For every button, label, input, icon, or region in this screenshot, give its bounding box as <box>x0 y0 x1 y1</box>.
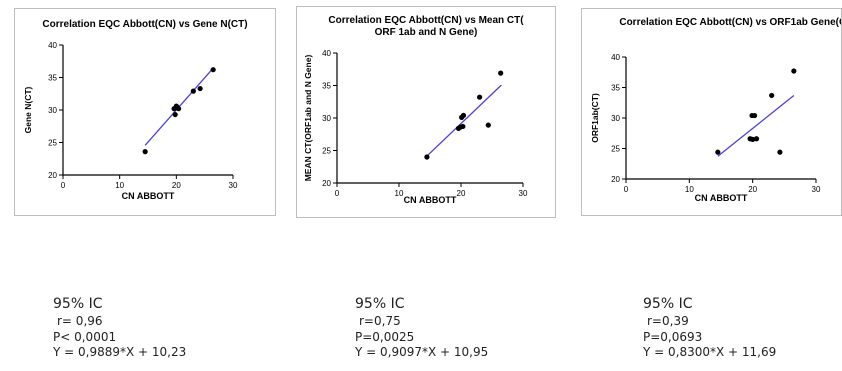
stats-equation: Y = 0,9889*X + 10,23 <box>53 345 187 359</box>
y-tick-label: 20 <box>611 175 620 184</box>
x-tick-label: 30 <box>229 181 238 190</box>
stats-block-2: 95% IC r=0,75 P=0,0025 Y = 0,9097*X + 10… <box>355 294 488 361</box>
stats-p-value: P=0,0693 <box>643 329 703 344</box>
stats-r-value: r=0,75 <box>359 314 401 328</box>
y-tick-label: 30 <box>48 106 57 115</box>
chart-panel-1: Correlation EQC Abbott(CN) vs Gene N(CT)… <box>14 8 276 216</box>
x-tick-label: 20 <box>457 189 466 198</box>
chart-title-1: Correlation EQC Abbott(CN) vs Gene N(CT) <box>42 19 248 30</box>
stats-r-value: r= 0,96 <box>57 314 103 328</box>
stats-equation: Y = 0,9097*X + 10,95 <box>355 345 489 359</box>
y-tick-label: 40 <box>48 41 57 50</box>
chart-panel-2: Correlation EQC Abbott(CN) vs Mean CT( O… <box>296 6 556 218</box>
regression-line <box>426 84 502 157</box>
y-tick-label: 30 <box>322 114 331 123</box>
x-tick-label: 20 <box>748 185 757 194</box>
x-axis-label: CN ABBOTT <box>122 191 175 201</box>
stats-block-1: 95% IC r= 0,96 P< 0,0001 Y = 0,9889*X + … <box>53 294 186 361</box>
data-point <box>777 149 783 155</box>
y-tick-label: 25 <box>611 145 620 154</box>
data-point <box>190 88 196 94</box>
y-axis-label: MEAN CT(ORF1ab and N Gene) <box>303 55 313 182</box>
data-point <box>460 123 466 130</box>
chart-panel-3: Correlation EQC Abbott(CN) vs ORF1ab Gen… <box>581 8 842 216</box>
stats-p-value: P=0,0025 <box>355 329 415 344</box>
data-point <box>197 85 203 92</box>
data-point <box>142 149 148 155</box>
data-point <box>485 122 491 128</box>
y-axis-label: Gene N(CT) <box>23 86 33 133</box>
y-tick-label: 35 <box>322 82 331 91</box>
y-tick-label: 25 <box>48 139 57 148</box>
data-point <box>210 67 216 73</box>
stats-heading: 95% IC <box>355 296 405 312</box>
data-point <box>791 68 797 74</box>
stats-r-value: r=0,39 <box>647 314 689 328</box>
x-tick-label: 0 <box>335 189 340 198</box>
x-tick-label: 0 <box>624 185 629 194</box>
y-tick-label: 40 <box>322 49 331 58</box>
data-point <box>751 112 758 119</box>
y-tick-label: 20 <box>322 179 331 188</box>
data-point <box>176 106 182 112</box>
y-tick-label: 35 <box>48 74 57 83</box>
chart-title-3: Correlation EQC Abbott(CN) vs ORF1ab Gen… <box>619 17 842 28</box>
stats-equation: Y = 0,8300*X + 11,69 <box>643 345 777 359</box>
x-tick-label: 30 <box>519 189 528 198</box>
y-tick-label: 40 <box>611 53 620 62</box>
x-tick-label: 20 <box>172 181 181 190</box>
data-point <box>477 94 483 100</box>
data-point <box>715 149 721 155</box>
x-axis-label: CN ABBOTT <box>695 193 748 203</box>
x-tick-label: 30 <box>812 185 821 194</box>
stats-heading: 95% IC <box>643 296 693 312</box>
data-point <box>753 136 760 142</box>
x-tick-label: 10 <box>115 181 124 190</box>
y-tick-label: 35 <box>611 84 620 93</box>
stats-block-3: 95% IC r=0,39 P=0,0693 Y = 0,8300*X + 11… <box>643 294 776 361</box>
scatter-plot-1: 20 25 30 35 40 0 10 20 30 CN ABBOTT Gene N(CT) <box>23 41 238 201</box>
x-tick-label: 10 <box>395 189 404 198</box>
y-tick-label: 30 <box>611 114 620 123</box>
stats-p-value: P< 0,0001 <box>53 329 117 344</box>
x-axis-label: CN ABBOTT <box>404 195 457 205</box>
x-tick-label: 10 <box>685 185 694 194</box>
data-point <box>172 111 178 118</box>
data-point <box>498 70 504 76</box>
data-point <box>460 112 467 118</box>
y-tick-label: 25 <box>322 147 331 156</box>
data-point <box>769 92 775 99</box>
y-axis-label: ORF1ab(CT) <box>590 93 600 143</box>
y-tick-label: 20 <box>48 171 57 180</box>
chart-title-2: Correlation EQC Abbott(CN) vs Mean CT( O… <box>328 15 524 38</box>
scatter-plot-2: 20 25 30 35 40 0 10 20 30 CN ABBOTT MEAN CT(ORF1ab… <box>303 49 528 205</box>
data-point <box>424 154 430 160</box>
stats-heading: 95% IC <box>53 296 103 312</box>
scatter-plot-3: 20 25 30 35 40 0 10 20 30 CN ABBOTT ORF1ab(CT) <box>590 53 821 203</box>
x-tick-label: 0 <box>61 181 66 190</box>
regression-line <box>717 95 795 157</box>
